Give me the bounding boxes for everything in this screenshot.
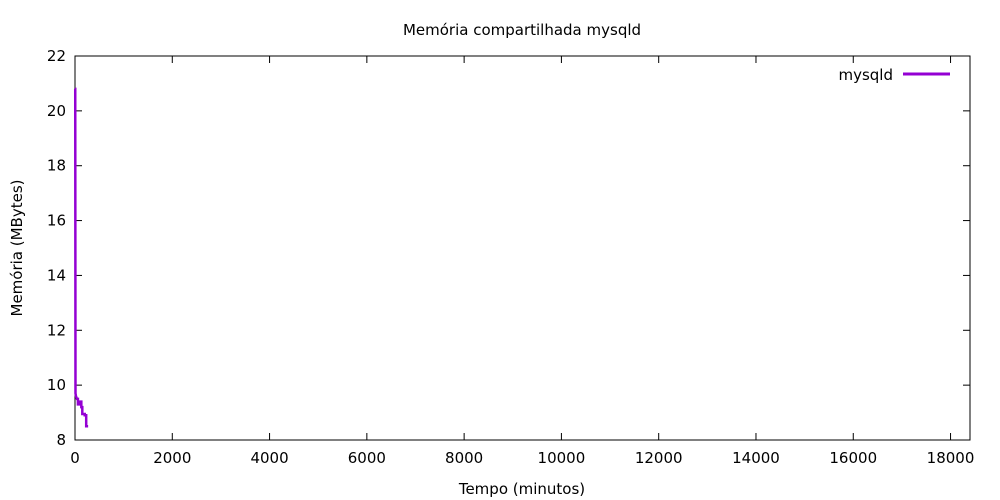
- x-tick-label: 14000: [732, 449, 780, 467]
- x-axis-title: Tempo (minutos): [458, 480, 585, 498]
- series-layer: [73, 87, 89, 428]
- series-line-mysqld: [73, 87, 89, 428]
- y-tick-label: 14: [47, 266, 66, 284]
- x-tick-label: 4000: [250, 449, 288, 467]
- x-tick-label: 8000: [445, 449, 483, 467]
- plot-frame: [74, 55, 971, 441]
- legend-label-mysqld: mysqld: [838, 66, 893, 84]
- x-tick-label: 10000: [538, 449, 586, 467]
- y-tick-label: 8: [56, 431, 66, 449]
- y-tick-label: 18: [47, 157, 66, 175]
- x-tick-label: 2000: [153, 449, 191, 467]
- chart-title: Memória compartilhada mysqld: [403, 21, 641, 39]
- y-tick-label: 22: [47, 47, 66, 65]
- x-tick-label: 0: [70, 449, 80, 467]
- y-tick-label: 16: [47, 212, 66, 230]
- x-tick-label: 18000: [927, 449, 975, 467]
- y-tick-label: 10: [47, 376, 66, 394]
- y-axis-title: Memória (MBytes): [8, 180, 26, 317]
- x-tick-label: 6000: [348, 449, 386, 467]
- x-tick-label: 12000: [635, 449, 683, 467]
- x-axis: 0 2000 4000 6000 8000 10000 12000 14000 16000 180…: [70, 56, 974, 467]
- y-tick-label: 20: [47, 102, 66, 120]
- x-tick-label: 16000: [829, 449, 877, 467]
- y-tick-label: 12: [47, 321, 66, 339]
- y-axis: 8 10 12 14 16 18 20 22: [47, 47, 970, 449]
- legend: mysqld: [838, 66, 950, 84]
